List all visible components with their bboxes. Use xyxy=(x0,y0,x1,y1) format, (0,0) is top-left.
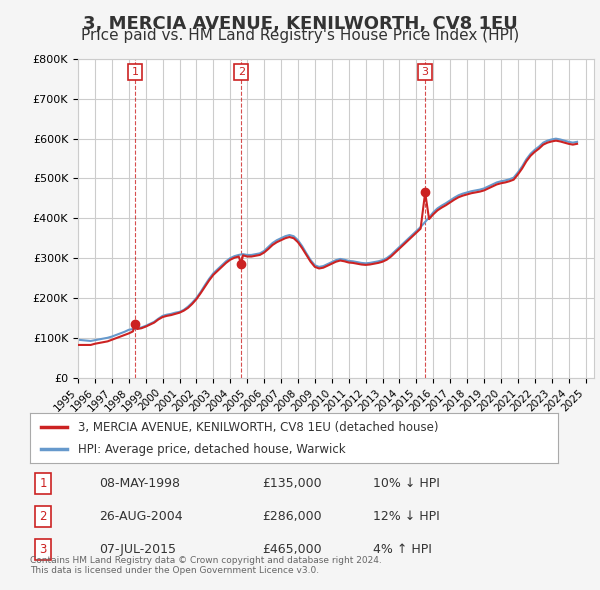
Text: 2: 2 xyxy=(40,510,47,523)
Text: 26-AUG-2004: 26-AUG-2004 xyxy=(98,510,182,523)
Text: 12% ↓ HPI: 12% ↓ HPI xyxy=(373,510,440,523)
Text: 10% ↓ HPI: 10% ↓ HPI xyxy=(373,477,440,490)
Text: 3: 3 xyxy=(40,543,47,556)
Text: HPI: Average price, detached house, Warwick: HPI: Average price, detached house, Warw… xyxy=(77,442,345,455)
Text: 4% ↑ HPI: 4% ↑ HPI xyxy=(373,543,432,556)
Text: Price paid vs. HM Land Registry's House Price Index (HPI): Price paid vs. HM Land Registry's House … xyxy=(81,28,519,43)
Text: 1: 1 xyxy=(40,477,47,490)
Text: £286,000: £286,000 xyxy=(262,510,322,523)
Text: 08-MAY-1998: 08-MAY-1998 xyxy=(98,477,179,490)
Text: 3, MERCIA AVENUE, KENILWORTH, CV8 1EU (detached house): 3, MERCIA AVENUE, KENILWORTH, CV8 1EU (d… xyxy=(77,421,438,434)
Text: 2: 2 xyxy=(238,67,245,77)
Text: 3: 3 xyxy=(422,67,428,77)
Text: £135,000: £135,000 xyxy=(262,477,322,490)
Text: 3, MERCIA AVENUE, KENILWORTH, CV8 1EU: 3, MERCIA AVENUE, KENILWORTH, CV8 1EU xyxy=(83,15,517,33)
Text: Contains HM Land Registry data © Crown copyright and database right 2024.
This d: Contains HM Land Registry data © Crown c… xyxy=(30,556,382,575)
Text: £465,000: £465,000 xyxy=(262,543,322,556)
Text: 1: 1 xyxy=(131,67,139,77)
Text: 07-JUL-2015: 07-JUL-2015 xyxy=(98,543,176,556)
